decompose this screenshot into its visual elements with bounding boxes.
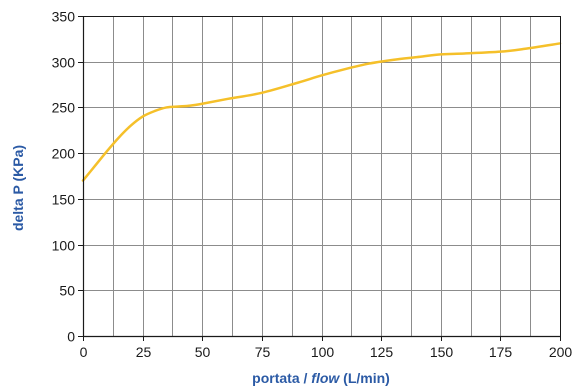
y-tick-label: 100 [52,238,76,254]
y-axis-title: delta P (KPa) [10,145,26,231]
x-tick-label: 175 [489,344,513,360]
x-axis-title-part: portata / [252,370,311,386]
x-axis-title: portata / flow (L/min) [252,370,390,386]
y-tick-label: 200 [52,146,76,162]
series-line [81,42,562,182]
grid [83,16,561,337]
x-tick-label: 50 [195,344,211,360]
series-layer [81,42,562,182]
x-tick-label: 25 [136,344,152,360]
y-tick-label: 350 [52,9,76,25]
x-axis-title-italic: flow [311,370,340,386]
y-tick-label: 0 [67,329,75,345]
y-tick-label: 150 [52,192,76,208]
x-tick-label: 200 [549,344,573,360]
x-tick-label: 0 [80,344,88,360]
axes [78,16,561,341]
y-tick-label: 300 [52,55,76,71]
y-tick-label: 250 [52,100,76,116]
tick-labels: 0 50 100 150 200 250 300 350 0 25 50 75 100 125 150 175… [52,9,573,361]
y-tick-label: 50 [59,283,75,299]
x-tick-label: 100 [311,344,335,360]
x-tick-label: 125 [370,344,394,360]
x-axis-title-unit: (L/min) [339,370,390,386]
x-tick-label: 75 [255,344,271,360]
x-tick-label: 150 [430,344,454,360]
